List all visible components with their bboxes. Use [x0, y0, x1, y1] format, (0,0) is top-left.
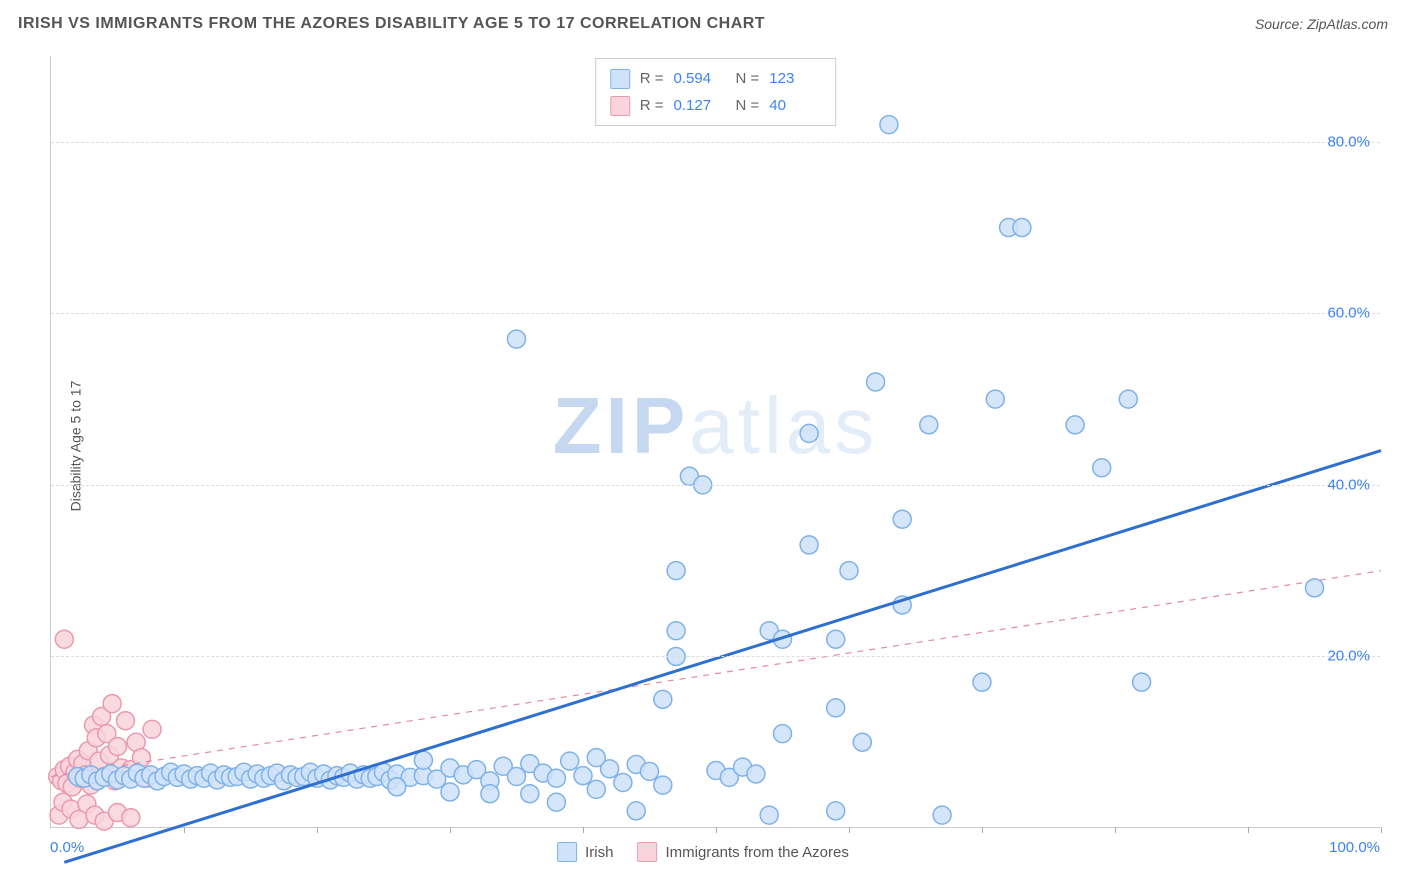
- legend: Irish Immigrants from the Azores: [557, 842, 849, 862]
- stat-n-azores: 40: [769, 92, 821, 119]
- x-max-label: 100.0%: [1329, 839, 1380, 856]
- legend-item-irish: Irish: [557, 842, 613, 862]
- stat-r-irish: 0.594: [674, 65, 726, 92]
- y-tick-label: 60.0%: [1327, 305, 1370, 322]
- swatch-irish: [610, 69, 630, 89]
- stat-n-label: N =: [736, 92, 760, 119]
- stat-n-irish: 123: [769, 65, 821, 92]
- chart-title: IRISH VS IMMIGRANTS FROM THE AZORES DISA…: [18, 15, 765, 33]
- x-origin-label: 0.0%: [50, 839, 84, 856]
- chart-svg: [51, 56, 1380, 827]
- legend-label-irish: Irish: [585, 844, 613, 861]
- stats-box: R = 0.594 N = 123 R = 0.127 N = 40: [595, 58, 837, 126]
- y-tick-label: 40.0%: [1327, 476, 1370, 493]
- legend-label-azores: Immigrants from the Azores: [665, 844, 848, 861]
- legend-swatch-azores: [637, 842, 657, 862]
- plot-area: ZIPatlas R = 0.594 N = 123 R = 0.127 N =…: [50, 56, 1380, 828]
- stat-n-label: N =: [736, 65, 760, 92]
- legend-swatch-irish: [557, 842, 577, 862]
- y-tick-label: 20.0%: [1327, 648, 1370, 665]
- legend-item-azores: Immigrants from the Azores: [637, 842, 848, 862]
- stat-r-label: R =: [640, 65, 664, 92]
- stat-r-label: R =: [640, 92, 664, 119]
- source-label: Source: ZipAtlas.com: [1255, 16, 1388, 32]
- stats-row-irish: R = 0.594 N = 123: [610, 65, 822, 92]
- stat-r-azores: 0.127: [674, 92, 726, 119]
- y-tick-label: 80.0%: [1327, 133, 1370, 150]
- swatch-azores: [610, 96, 630, 116]
- stats-row-azores: R = 0.127 N = 40: [610, 92, 822, 119]
